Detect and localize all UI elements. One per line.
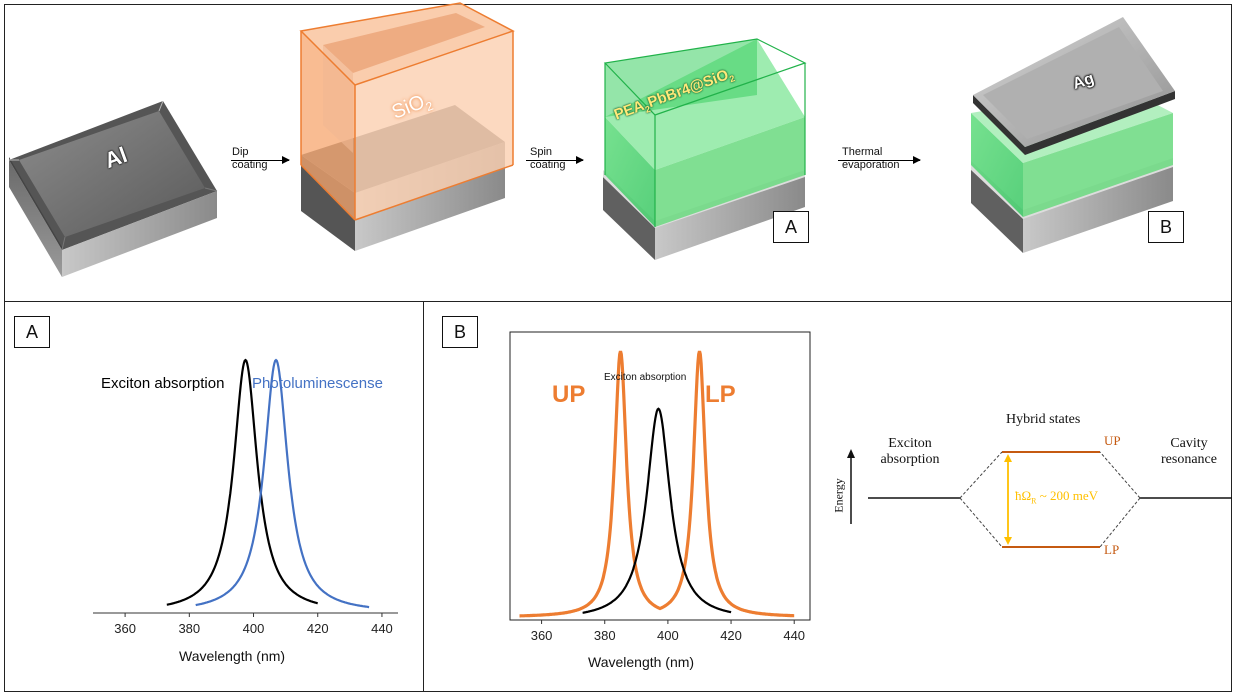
x-tick-label: 360 xyxy=(531,628,553,643)
perovskite-coated-block xyxy=(603,38,807,260)
coupling-dashed-line xyxy=(1099,497,1141,548)
chart-b: 360 380 400 420 440 xyxy=(509,331,1232,643)
series-line-1 xyxy=(582,407,732,614)
panel-a: A 360 380 400 420 440 Exciton absorption Pho… xyxy=(4,301,424,692)
legend-photoluminescense: Photoluminescense xyxy=(252,375,383,392)
thermal-evaporation-label: Thermal evaporation xyxy=(842,146,900,171)
x-tick-label: 440 xyxy=(371,621,393,636)
arrow-spin-coating xyxy=(526,156,584,164)
coupling-dashed-line xyxy=(1099,451,1141,499)
up-level-label: UP xyxy=(1104,433,1121,448)
energy-axis-label: Energy xyxy=(831,478,846,513)
rabi-arrow-head-up xyxy=(1004,454,1012,462)
x-tick-label: 440 xyxy=(783,628,805,643)
callout-b: B xyxy=(1148,211,1184,243)
energy-axis-arrow-head xyxy=(847,449,855,458)
x-tick-label: 380 xyxy=(178,621,200,636)
panel-b: B 360 380 400 420 440 UP LP Exciton absorpti… xyxy=(423,301,1232,692)
fabrication-illustration xyxy=(9,2,1175,277)
series-line-1 xyxy=(195,358,370,609)
panel-b-label: B xyxy=(442,316,478,348)
x-tick-label: 380 xyxy=(594,628,616,643)
coupling-dashed-line xyxy=(959,451,1003,499)
x-tick-label: 400 xyxy=(243,621,265,636)
al-substrate-block xyxy=(9,100,218,277)
exciton-absorption-level-label: Exciton absorption xyxy=(880,436,940,467)
chart-a: 360 380 400 420 440 xyxy=(93,358,398,636)
arrow-dip-coating xyxy=(231,156,290,164)
plot-frame xyxy=(509,331,811,621)
coupling-dashed-line xyxy=(959,497,1003,548)
x-tick-label: 420 xyxy=(307,621,329,636)
up-annotation: UP xyxy=(552,381,586,408)
ag-capped-block xyxy=(971,17,1175,253)
x-axis-label-b: Wavelength (nm) xyxy=(588,654,695,670)
panel-a-label: A xyxy=(14,316,50,348)
sio2-coated-block xyxy=(299,2,515,251)
energy-level-diagram xyxy=(847,449,1232,548)
spin-coating-label: Spin coating xyxy=(530,146,566,171)
cavity-resonance-label: Cavity resonance xyxy=(1161,436,1217,467)
dip-coating-label: Dip coating xyxy=(232,146,268,171)
exciton-absorption-annotation: Exciton absorption xyxy=(604,372,687,383)
legend-exciton-absorption: Exciton absorption xyxy=(101,375,225,392)
rabi-splitting-label: ħΩR ~ 200 meV xyxy=(1015,488,1099,506)
lp-level-label: LP xyxy=(1104,542,1120,557)
hybrid-states-label: Hybrid states xyxy=(1006,412,1081,427)
series-line-0 xyxy=(519,350,795,618)
fabrication-panel: Al SiO2 PEA2PbBr4@SiO2 Ag Dip coating Spi… xyxy=(4,2,1232,302)
rabi-arrow-head-down xyxy=(1004,537,1012,545)
x-tick-label: 400 xyxy=(657,628,679,643)
lp-annotation: LP xyxy=(705,381,736,408)
series-line-0 xyxy=(166,358,318,606)
x-axis-label-a: Wavelength (nm) xyxy=(179,648,286,664)
arrow-thermal-evaporation xyxy=(838,156,921,164)
x-tick-label: 360 xyxy=(114,621,136,636)
x-tick-label: 420 xyxy=(720,628,742,643)
callout-a: A xyxy=(773,211,809,243)
